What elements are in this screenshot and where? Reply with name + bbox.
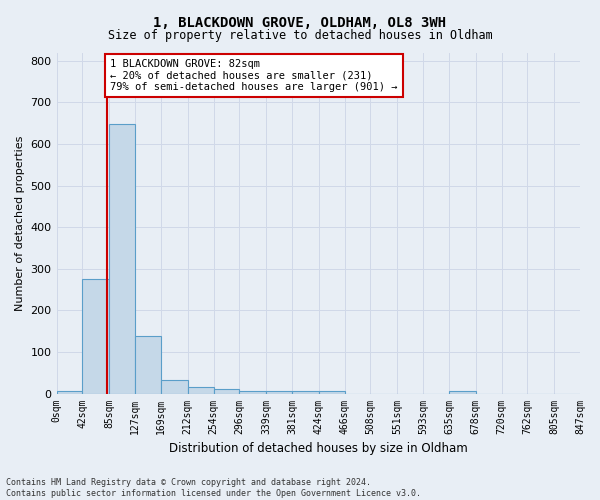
Bar — [82, 279, 109, 394]
Bar — [161, 380, 188, 394]
Text: Size of property relative to detached houses in Oldham: Size of property relative to detached ho… — [107, 29, 493, 42]
Bar — [239, 390, 266, 394]
Bar — [135, 336, 161, 394]
Bar — [266, 391, 292, 394]
Bar — [319, 392, 344, 394]
Bar — [214, 389, 239, 394]
Text: 1 BLACKDOWN GROVE: 82sqm
← 20% of detached houses are smaller (231)
79% of semi-: 1 BLACKDOWN GROVE: 82sqm ← 20% of detach… — [110, 58, 398, 92]
X-axis label: Distribution of detached houses by size in Oldham: Distribution of detached houses by size … — [169, 442, 467, 455]
Bar — [56, 390, 82, 394]
Bar — [449, 392, 476, 394]
Text: 1, BLACKDOWN GROVE, OLDHAM, OL8 3WH: 1, BLACKDOWN GROVE, OLDHAM, OL8 3WH — [154, 16, 446, 30]
Bar — [292, 390, 319, 394]
Text: Contains HM Land Registry data © Crown copyright and database right 2024.
Contai: Contains HM Land Registry data © Crown c… — [6, 478, 421, 498]
Bar — [188, 387, 214, 394]
Y-axis label: Number of detached properties: Number of detached properties — [15, 136, 25, 310]
Bar — [109, 124, 135, 394]
